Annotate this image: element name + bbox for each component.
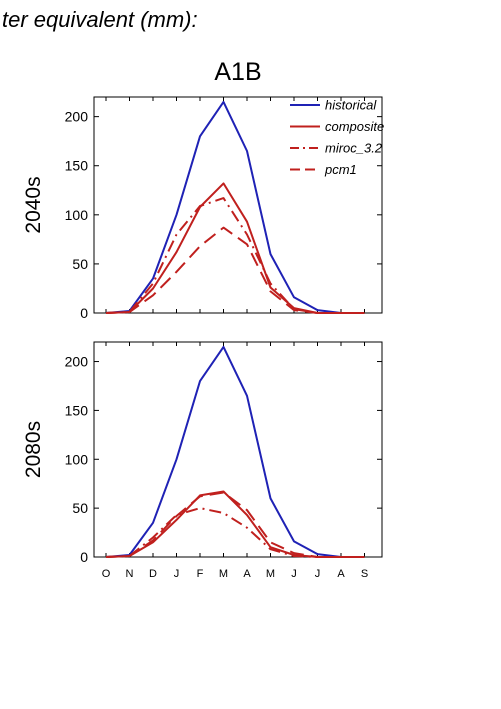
x-tick-label: J [315,568,321,580]
y-tick-label: 50 [72,500,88,516]
x-tick-label: N [126,568,134,580]
series-line-composite [105,182,365,314]
scenario-title: A1B [214,58,261,86]
y-tick-label: 0 [80,305,88,321]
x-tick-label: O [102,568,111,580]
plot-frame [93,96,383,314]
x-tick-label: J [174,568,180,580]
series-line-miroc-3-2 [105,197,365,314]
y-tick-label: 150 [65,402,89,418]
chart-panels: 0 50 100 150 200 2040s historical composite miro… [22,96,384,580]
panel-label: 2040s [22,176,45,233]
y-tick-label: 100 [65,451,89,467]
x-tick-label: A [243,568,251,580]
x-tick-label: A [337,568,345,580]
y-tick-label: 200 [65,109,89,125]
series-line-pcm1 [105,491,365,558]
y-tick-label: 150 [65,158,89,174]
x-tick-label: F [197,568,204,580]
plot-frame [93,341,383,558]
series-line-historical [105,345,365,558]
panel-2080s: 0 50 100 150 200 O N D J F M A M J J A S 2080s [22,341,383,580]
y-tick-label: 0 [80,549,88,565]
legend-label: miroc_3.2 [325,141,383,156]
legend-label: composite [325,119,384,134]
x-tick-label: M [266,568,275,580]
legend-label: historical [325,98,377,113]
x-tick-label: M [219,568,228,580]
figure-header-text: ter equivalent (mm): [2,7,198,32]
series-line-pcm1 [105,226,365,314]
x-tick-label: D [149,568,157,580]
x-tick-label: J [291,568,297,580]
y-tick-label: 100 [65,207,89,223]
y-tick-label: 200 [65,354,89,370]
series-line-historical [105,100,365,314]
y-tick-label: 50 [72,256,88,272]
panel-2040s: 0 50 100 150 200 2040s historical composite miro… [22,96,384,321]
legend-label: pcm1 [324,162,357,177]
panel-label: 2080s [22,421,45,478]
x-tick-label: S [361,568,368,580]
